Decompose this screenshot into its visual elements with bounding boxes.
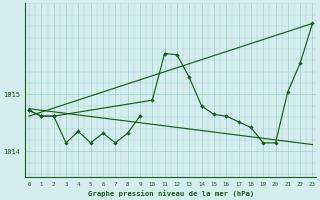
X-axis label: Graphe pression niveau de la mer (hPa): Graphe pression niveau de la mer (hPa) (88, 190, 254, 197)
